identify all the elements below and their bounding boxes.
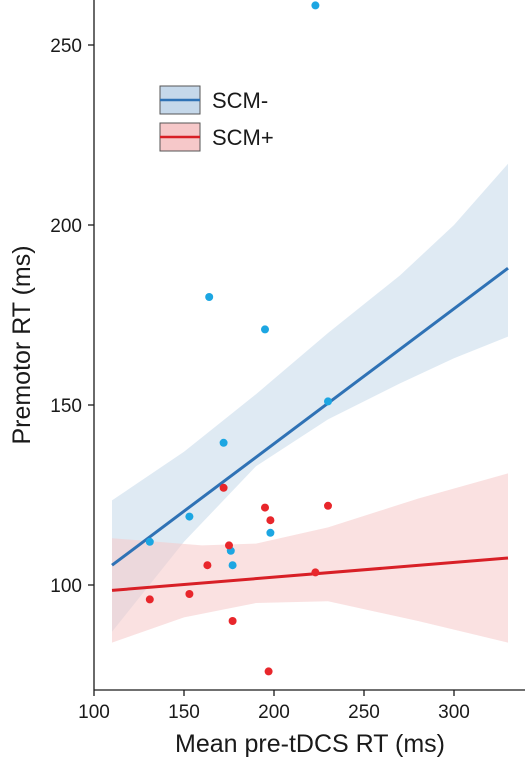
data-point-scm-minus — [145, 537, 154, 546]
data-point-scm-minus — [205, 293, 214, 301]
legend-label-scm-plus: SCM+ — [212, 125, 274, 150]
y-tick-label: 200 — [50, 216, 82, 237]
x-tick-label: 300 — [438, 702, 470, 723]
data-point-scm-plus — [185, 590, 194, 598]
confidence-band-scm-plus — [112, 473, 508, 643]
confidence-band-scm-minus — [112, 163, 508, 632]
y-axis-title: Premotor RT (ms) — [8, 245, 36, 444]
data-point-scm-plus — [261, 503, 269, 512]
data-point-scm-plus — [311, 568, 320, 577]
regression-lines — [111, 267, 509, 592]
data-point-scm-plus — [225, 541, 233, 550]
legend: SCM- SCM+ — [159, 85, 274, 152]
data-point-scm-plus — [264, 667, 273, 676]
regression-line-scm-minus — [111, 267, 509, 567]
data-point-scm-minus — [219, 438, 228, 447]
x-tick-label: 100 — [78, 702, 110, 723]
data-point-scm-plus — [324, 501, 332, 510]
data-point-scm-plus — [228, 617, 237, 625]
data-point-scm-plus — [203, 561, 212, 570]
axes: 100 150 200 250 300 100 150 200 250 — [50, 0, 525, 723]
legend-item-scm-plus: SCM+ — [159, 122, 274, 152]
data-point-scm-plus — [145, 595, 154, 604]
confidence-bands — [112, 163, 508, 643]
data-point-scm-minus — [261, 325, 269, 334]
data-point-scm-plus — [266, 516, 275, 525]
regression-line-scm-plus — [111, 556, 509, 592]
y-ticks: 100 150 200 250 — [50, 36, 94, 597]
y-tick-label: 150 — [50, 396, 82, 417]
x-tick-label: 150 — [168, 702, 200, 723]
data-point-scm-minus — [228, 561, 237, 570]
x-tick-label: 250 — [348, 702, 380, 723]
data-point-scm-minus — [266, 528, 275, 537]
data-point-scm-minus — [311, 1, 320, 10]
legend-item-scm-minus: SCM- — [159, 85, 268, 115]
legend-label-scm-minus: SCM- — [212, 88, 268, 113]
data-point-scm-minus — [324, 397, 332, 406]
x-axis-title: Mean pre-tDCS RT (ms) — [175, 730, 445, 758]
data-point-scm-minus — [185, 512, 194, 521]
data-points — [145, 1, 332, 676]
y-tick-label: 250 — [50, 36, 82, 57]
x-tick-label: 200 — [258, 702, 290, 723]
x-ticks: 100 150 200 250 300 — [78, 690, 470, 723]
y-tick-label: 100 — [50, 576, 82, 597]
data-point-scm-plus — [219, 483, 228, 492]
